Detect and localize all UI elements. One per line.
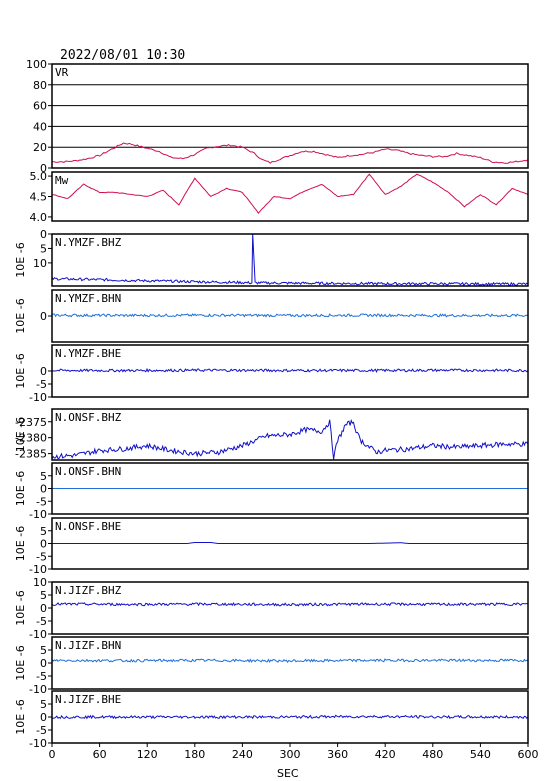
x-tick-label: 300 [280,748,301,761]
y-tick-label: 0 [40,483,47,496]
y-axis-label: 10E -6 [14,699,27,734]
panel-frame [51,408,529,461]
series-line-n-ymzf-bhn [51,313,529,318]
x-tick-label: 0 [49,748,56,761]
page-title: 2022/08/01 10:30 [60,48,186,63]
y-tick-label: -5 [36,724,47,737]
y-tick-label: 0 [40,310,47,323]
y-tick-label: 4.5 [30,191,48,204]
y-tick-label: 0 [40,602,47,615]
y-tick-label: -10 [29,391,47,404]
panel-frame [51,63,529,169]
x-tick-label: 420 [375,748,396,761]
y-axis-label: 10E -6 [14,242,27,277]
x-tick-label: 60 [93,748,107,761]
y-axis-label: 10E -6 [14,353,27,388]
y-axis-label: 10E -6 [14,471,27,506]
y-tick-label: 0 [40,711,47,724]
panel-label: N.ONSF.BHZ [55,411,122,424]
y-tick-label: -2385 [15,448,47,461]
y-tick-label: 100 [26,58,47,71]
panel-frame [51,636,529,690]
y-tick-label: 5 [40,589,47,602]
series-line-n-onsf-bhz [51,418,529,460]
y-tick-label: -10 [29,563,47,576]
y-tick-label: 60 [33,100,47,113]
x-tick-label: 360 [327,748,348,761]
y-tick-label: 0 [40,365,47,378]
series-line-n-ymzf-bhe [51,367,529,373]
y-tick-label: -2380 [15,432,47,445]
y-tick-label: 4.0 [30,211,48,224]
y-tick-label: 10 [33,576,47,589]
series-line-n-jizf-bhn [51,658,529,664]
panel-label: Mw [55,174,69,187]
panel-frame [51,171,529,222]
panel-label: N.ONSF.BHN [55,465,121,478]
y-tick-label: 0 [40,657,47,670]
panel-label: N.YMZF.BHN [55,292,121,305]
y-tick-label: -10 [29,628,47,641]
y-tick-label: 0 [40,228,47,241]
panel-label: N.YMZF.BHE [55,347,121,360]
y-tick-label: -5 [36,615,47,628]
panel-label: VR [55,66,69,79]
y-tick-label: 5 [40,242,47,255]
panel-label: N.JIZF.BHZ [55,584,122,597]
series-line-n-jizf-bhz [51,601,529,607]
y-tick-label: 5 [40,470,47,483]
panel-label: N.JIZF.BHE [55,693,121,706]
y-tick-label: -10 [29,737,47,750]
x-tick-label: 240 [232,748,253,761]
x-tick-label: 120 [137,748,158,761]
y-tick-label: -2375 [15,416,47,429]
y-tick-label: 80 [33,79,47,92]
y-tick-label: 5 [40,644,47,657]
panel-frame [51,581,529,635]
y-tick-label: -5 [36,550,47,563]
panel-label: N.ONSF.BHE [55,520,121,533]
y-tick-label: 5 [40,525,47,538]
y-axis-label: 10E -6 [14,298,27,333]
y-tick-label: 10 [33,257,47,270]
y-tick-label: -5 [36,495,47,508]
series-line-n-jizf-bhe [51,714,529,720]
y-axis-label: 10E -6 [14,590,27,625]
y-axis-label: 10E -6 [14,417,27,452]
y-tick-label: -5 [36,670,47,683]
series-line-mw [51,173,529,215]
y-tick-label: -10 [29,683,47,696]
x-axis-label: SEC [277,767,299,780]
x-tick-label: 480 [422,748,443,761]
y-axis-label: 10E -6 [14,645,27,680]
y-tick-label: 40 [33,120,47,133]
y-tick-label: 5.0 [30,170,48,183]
series-line-n-ymzf-bhz [51,233,529,287]
panel-frame [51,233,529,287]
y-tick-label: 20 [33,141,47,154]
y-tick-label: -10 [29,508,47,521]
panel-label: N.YMZF.BHZ [55,236,122,249]
series-line-n-onsf-bhe [52,542,528,544]
y-tick-label: 5 [40,698,47,711]
y-tick-label: 0 [40,538,47,551]
x-tick-label: 600 [518,748,539,761]
x-tick-label: 540 [470,748,491,761]
series-line-vr [51,142,529,164]
y-tick-label: 0 [40,162,47,175]
x-tick-label: 180 [184,748,205,761]
y-tick-label: -5 [36,378,47,391]
y-axis-label: 10E -6 [14,526,27,561]
panel-label: N.JIZF.BHN [55,639,121,652]
